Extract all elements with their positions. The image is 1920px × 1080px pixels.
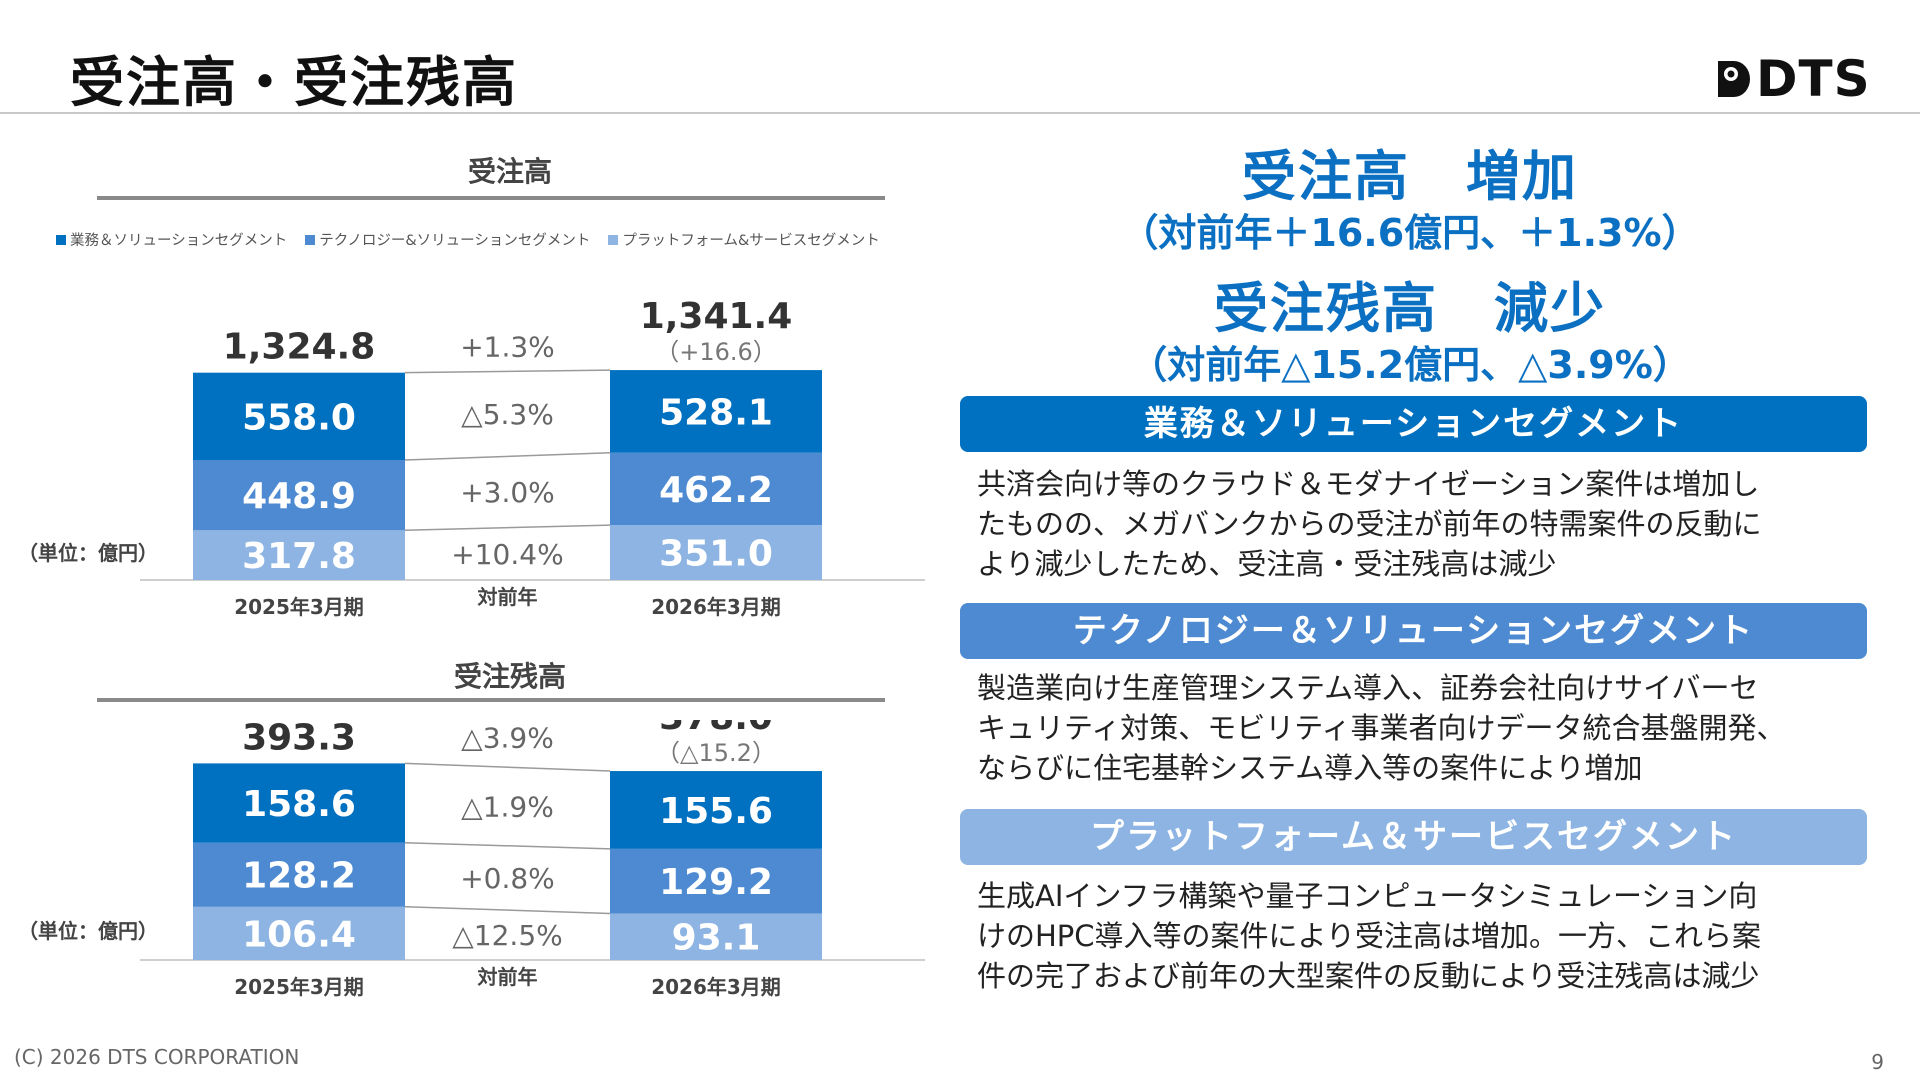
title-divider — [0, 112, 1920, 114]
segment-change-label: +3.0% — [460, 476, 555, 509]
segment-change-label: △5.3% — [461, 398, 554, 431]
description-line: ならびに住宅基幹システム導入等の案件により増加 — [977, 751, 1643, 785]
segment-description-technology: 製造業向け生産管理システム導入、証券会社向けサイバーセ キュリティ対策、モビリテ… — [977, 668, 1857, 788]
middle-axis-label: 対前年 — [477, 585, 538, 609]
description-line: けのHPC導入等の案件により受注高は増加。一方、これら案 — [977, 919, 1761, 953]
connector-line — [404, 841, 611, 850]
bar-value-label: 558.0 — [242, 397, 356, 438]
connector-line — [404, 369, 611, 374]
segment-change-label: △1.9% — [461, 791, 554, 824]
bar-value-label: 317.8 — [242, 536, 356, 577]
connector-line — [404, 906, 611, 915]
total-label: 1,341.4 — [640, 296, 793, 337]
orders-summary-subtext: （対前年＋16.6億円、＋1.3%） — [1120, 211, 1700, 255]
connector-line — [404, 762, 611, 772]
bar-value-label: 93.1 — [672, 918, 761, 959]
bar-value-label: 106.4 — [242, 914, 356, 955]
legend-swatch — [56, 234, 66, 245]
category-label: 2026年3月期 — [651, 595, 781, 619]
bar-value-label: 155.6 — [659, 791, 773, 832]
backlog-summary-heading: 受注残高 減少 — [1214, 277, 1606, 340]
legend-label: テクノロジー&ソリューションセグメント — [319, 233, 591, 249]
description-line: キュリティ対策、モビリティ事業者向けデータ統合基盤開発、 — [977, 711, 1786, 745]
legend-item-technology: テクノロジー&ソリューションセグメント — [305, 229, 590, 250]
bar-segment — [610, 452, 822, 526]
legend-label: プラットフォーム&サービスセグメント — [622, 233, 880, 249]
bar-value-label: 448.9 — [242, 476, 356, 517]
backlog-summary-subtext: （対前年△15.2億円、△3.9%） — [1129, 343, 1691, 387]
description-line: 生成AIインフラ構築や量子コンピュータシミュレーション向 — [977, 879, 1758, 913]
backlog-stacked-bar-chart: 106.4 128.2 158.6 93.1 129.2 155.6 △12.5% +0.8%… — [18, 720, 925, 999]
backlog-chart-title-rule — [97, 698, 885, 702]
segment-header-business: 業務＆ソリューションセグメント — [960, 396, 1867, 452]
total-diff-label: （+16.6） — [655, 338, 777, 366]
bar-value-label: 158.6 — [242, 784, 356, 825]
description-line: 共済会向け等のクラウド＆モダナイゼーション案件は増加し — [977, 467, 1760, 501]
bar-segment — [610, 370, 822, 453]
bar-value-label: 351.0 — [659, 533, 773, 574]
bar-segment — [193, 372, 405, 461]
bar-segment — [193, 460, 405, 531]
bar-segment — [193, 906, 405, 960]
category-label: 2025年3月期 — [234, 975, 364, 999]
bar-value-label: 528.1 — [659, 392, 773, 433]
bar-segment — [610, 913, 822, 960]
unit-label: （単位：億円） — [18, 541, 158, 565]
legend-item-business: 業務＆ソリューションセグメント — [56, 229, 287, 250]
legend-label: 業務＆ソリューションセグメント — [70, 233, 288, 249]
bar-value-label: 128.2 — [242, 856, 356, 897]
connector-line — [404, 451, 611, 461]
total-label: 1,324.8 — [223, 327, 376, 368]
category-label: 2026年3月期 — [651, 975, 781, 999]
legend-swatch — [608, 234, 619, 245]
footer-copyright: (C) 2026 DTS CORPORATION — [14, 1045, 300, 1069]
dts-logo-icon — [1718, 61, 1750, 97]
bar-segment — [193, 842, 405, 907]
bar-value-label: 462.2 — [659, 470, 773, 511]
bar-segment — [193, 763, 405, 843]
orders-chart-title-rule — [97, 196, 885, 200]
category-label: 2025年3月期 — [234, 595, 364, 619]
description-line: 件の完了および前年の大型案件の反動により受注残高は減少 — [977, 959, 1760, 993]
segment-description-business: 共済会向け等のクラウド＆モダナイゼーション案件は増加し たものの、メガバンクから… — [977, 464, 1857, 584]
bar-segment — [610, 771, 822, 849]
middle-axis-label: 対前年 — [477, 965, 538, 989]
orders-stacked-bar-chart: 317.8 448.9 558.0 351.0 462.2 528.1 +10.4% +3.0… — [18, 296, 925, 619]
orders-chart-title: 受注高 — [467, 155, 552, 188]
description-line: より減少したため、受注高・受注残高は減少 — [977, 547, 1557, 581]
description-line: 製造業向け生産管理システム導入、証券会社向けサイバーセ — [977, 671, 1759, 705]
segment-change-label: △12.5% — [452, 919, 562, 952]
segment-header-technology: テクノロジー＆ソリューションセグメント — [960, 603, 1867, 659]
page-title: 受注高・受注残高 — [70, 51, 518, 114]
logo-text: DTS — [1756, 50, 1871, 108]
segment-description-platform: 生成AIインフラ構築や量子コンピュータシミュレーション向 けのHPC導入等の案件… — [977, 876, 1857, 996]
chart-legend: 業務＆ソリューションセグメント テクノロジー&ソリューションセグメント プラット… — [56, 229, 880, 250]
total-label: 393.3 — [242, 720, 356, 758]
backlog-chart-title: 受注残高 — [453, 660, 566, 693]
bar-value-label: 129.2 — [659, 862, 773, 903]
description-line: たものの、メガバンクからの受注が前年の特需案件の反動に — [977, 507, 1762, 541]
legend-item-platform: プラットフォーム&サービスセグメント — [608, 229, 880, 250]
bar-segment — [193, 530, 405, 580]
segment-header-platform: プラットフォーム＆サービスセグメント — [960, 809, 1867, 865]
orders-summary-detail: （対前年＋16.6億円、＋1.3%） — [960, 202, 1860, 257]
segment-change-label: +10.4% — [451, 538, 563, 571]
total-diff-label: （△15.2） — [656, 739, 776, 767]
total-label: 378.0 — [659, 720, 773, 738]
orders-summary-heading: 受注高 増加 — [1242, 145, 1578, 208]
connector-line — [404, 524, 611, 532]
unit-label: （単位：億円） — [18, 919, 158, 943]
orders-summary: 受注高 増加 — [960, 132, 1860, 211]
bar-segment — [610, 848, 822, 914]
page-number: 9 — [1871, 1050, 1884, 1074]
backlog-summary-detail: （対前年△15.2億円、△3.9%） — [960, 334, 1860, 389]
total-change-label: △3.9% — [461, 721, 554, 754]
backlog-summary: 受注残高 減少 — [960, 264, 1860, 343]
total-change-label: +1.3% — [460, 331, 555, 364]
segment-change-label: +0.8% — [460, 862, 555, 895]
company-logo: DTS — [1712, 50, 1871, 108]
legend-swatch — [305, 234, 316, 245]
bar-segment — [610, 525, 822, 580]
